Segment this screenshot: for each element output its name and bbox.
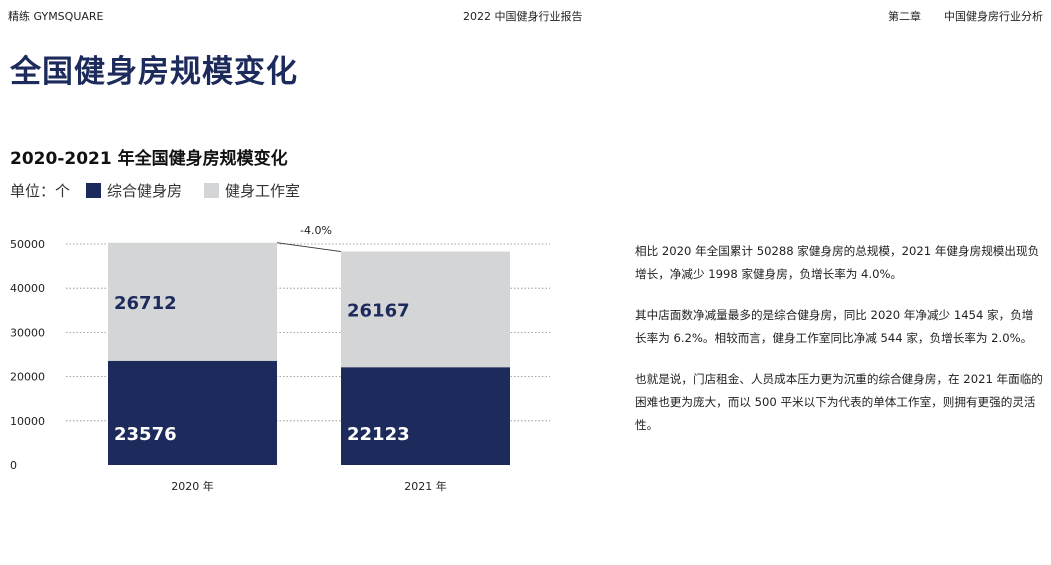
chart-title: 2020-2021 年全国健身房规模变化 [10,149,288,169]
y-tick-label: 20000 [10,371,45,384]
y-tick-label: 50000 [10,238,45,251]
legend-label-comprehensive: 综合健身房 [107,181,183,200]
y-tick-label: 0 [10,459,17,472]
legend-swatch-studio [204,182,220,198]
unit-label: 单位：个 [10,181,71,200]
paragraph-1: 相比 2020 年全国累计 50288 家健身房的总规模，2021 年健身房规模… [635,244,1040,281]
bar-segment-comprehensive [108,360,277,465]
y-tick-label: 10000 [10,415,45,428]
y-tick-label: 40000 [10,282,45,295]
data-label-studio: 26167 [347,300,410,321]
bar-segment-studio [341,251,510,368]
y-tick-label: 30000 [10,326,45,339]
data-label-comprehensive: 22123 [347,424,410,445]
chapter-section: 中国健身房行业分析 [944,10,1043,23]
chart-legend: 单位：个 综合健身房 健身工作室 [10,180,322,200]
header-bar: 精练 GYMSQUARE 2022 中国健身行业报告 第二章 中国健身房行业分析 [8,8,1043,24]
data-label-comprehensive: 23576 [114,424,177,445]
page-title: 全国健身房规模变化 [10,54,298,90]
report-title: 2022 中国健身行业报告 [463,10,583,23]
chapter-number: 第二章 [888,10,921,23]
chapter-label: 第二章 中国健身房行业分析 [888,8,1043,24]
legend-item-studio: 健身工作室 [204,180,300,201]
paragraph-2: 其中店面数净减量最多的是综合健身房，同比 2020 年净减少 1454 家，负增… [635,308,1034,345]
x-tick-label: 2021 年 [404,479,447,493]
legend-label-studio: 健身工作室 [225,181,301,200]
brand-label: 精练 GYMSQUARE [8,10,104,23]
change-connector-line [276,242,342,253]
legend-item-comprehensive: 综合健身房 [86,180,182,201]
legend-swatch-comprehensive [86,182,102,198]
paragraph-3: 也就是说，门店租金、人员成本压力更为沉重的综合健身房，在 2021 年面临的困难… [635,372,1043,432]
analysis-text: 相比 2020 年全国累计 50288 家健身房的总规模，2021 年健身房规模… [635,240,1043,455]
bar-segment-comprehensive [341,367,510,465]
stacked-bar-chart: 50000 40000 30000 20000 10000 0 23576 26712 2020… [10,224,550,493]
change-annotation: -4.0% [300,224,332,237]
data-label-studio: 26712 [114,293,177,314]
bar-segment-studio [108,242,277,361]
x-tick-label: 2020 年 [171,479,214,493]
